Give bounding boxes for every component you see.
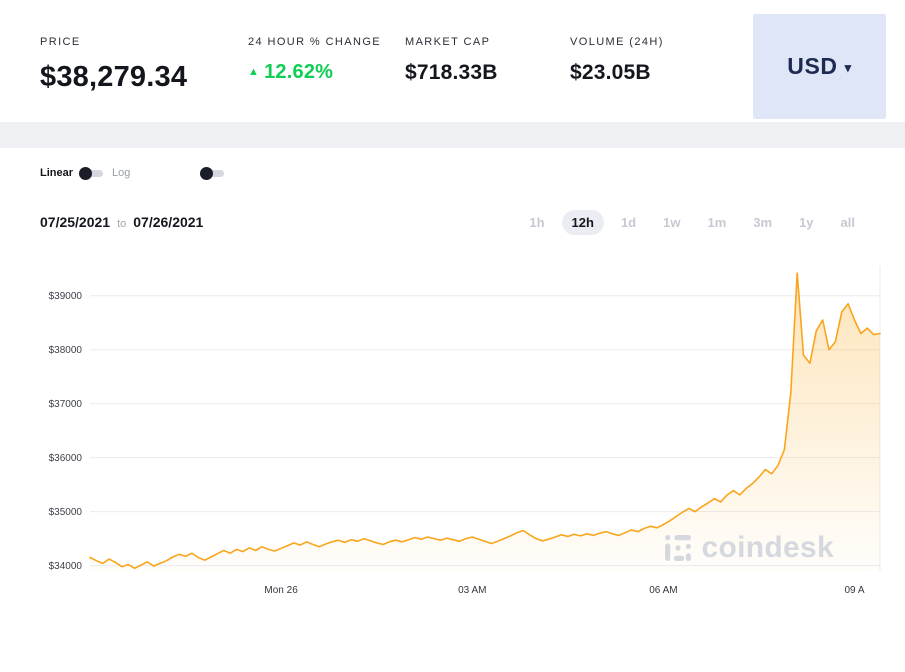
range-tab-1h[interactable]: 1h <box>519 210 554 235</box>
toggle-knob <box>79 166 93 180</box>
up-arrow-icon: ▲ <box>248 65 260 78</box>
svg-text:$38000: $38000 <box>49 345 83 356</box>
header-divider-band <box>0 122 905 148</box>
range-tab-3m[interactable]: 3m <box>743 210 782 235</box>
volume-value: $23.05B <box>570 61 651 84</box>
range-tab-1y[interactable]: 1y <box>789 210 823 235</box>
linear-log-toggle[interactable] <box>79 166 104 180</box>
price-chart-svg: $34000 $35000 $36000 $37000 $38000 $39000 Mon … <box>49 266 881 596</box>
currency-label: USD <box>787 53 838 79</box>
range-row: 07/25/2021 to 07/26/2021 1h 12h 1d 1w 1m 3m 1y… <box>40 207 865 237</box>
stat-24h-change: 24 HOUR % CHANGE ▲ 12.62% <box>248 36 405 84</box>
range-tabs: 1h 12h 1d 1w 1m 3m 1y all <box>519 209 865 235</box>
range-tab-all[interactable]: all <box>831 210 865 235</box>
market-cap-value: $718.33B <box>405 61 498 84</box>
change-value: ▲ 12.62% <box>248 61 405 84</box>
svg-text:03 AM: 03 AM <box>458 585 486 596</box>
date-range: 07/25/2021 to 07/26/2021 <box>40 214 203 230</box>
price-chart: $34000 $35000 $36000 $37000 $38000 $39000 Mon … <box>40 251 900 603</box>
market-cap-label: MARKET CAP <box>405 36 491 48</box>
secondary-toggle[interactable] <box>200 166 225 180</box>
toggle-knob <box>200 166 214 180</box>
chevron-down-icon: ▾ <box>844 59 852 75</box>
volume-label: VOLUME (24H) <box>570 36 664 48</box>
currency-selector[interactable]: USD ▾ <box>753 14 886 119</box>
range-tab-1m[interactable]: 1m <box>697 210 736 235</box>
svg-text:$34000: $34000 <box>49 561 83 572</box>
stat-price: PRICE $38,279.34 <box>40 36 248 94</box>
svg-text:$36000: $36000 <box>49 453 83 464</box>
end-date[interactable]: 07/26/2021 <box>133 214 204 230</box>
price-value: $38,279.34 <box>40 61 188 93</box>
svg-text:Mon 26: Mon 26 <box>264 585 298 596</box>
change-percent: 12.62% <box>264 61 334 83</box>
stat-market-cap: MARKET CAP $718.33B <box>405 36 570 85</box>
stats-header: PRICE $38,279.34 24 HOUR % CHANGE ▲ 12.6… <box>0 0 905 122</box>
date-separator: to <box>117 218 127 230</box>
scale-controls: Linear Log <box>40 165 905 181</box>
range-tab-1d[interactable]: 1d <box>611 210 646 235</box>
svg-text:09 A: 09 A <box>844 585 864 596</box>
price-label: PRICE <box>40 36 81 48</box>
start-date[interactable]: 07/25/2021 <box>40 214 111 230</box>
stat-volume: VOLUME (24H) $23.05B <box>570 36 664 85</box>
svg-text:$35000: $35000 <box>49 507 83 518</box>
log-label: Log <box>112 167 131 179</box>
svg-text:06 AM: 06 AM <box>649 585 677 596</box>
svg-text:$39000: $39000 <box>49 291 83 302</box>
change-label: 24 HOUR % CHANGE <box>248 36 382 48</box>
range-tab-1w[interactable]: 1w <box>653 210 690 235</box>
svg-text:$37000: $37000 <box>49 399 83 410</box>
range-tab-12h[interactable]: 12h <box>561 209 604 235</box>
linear-label: Linear <box>40 167 74 179</box>
